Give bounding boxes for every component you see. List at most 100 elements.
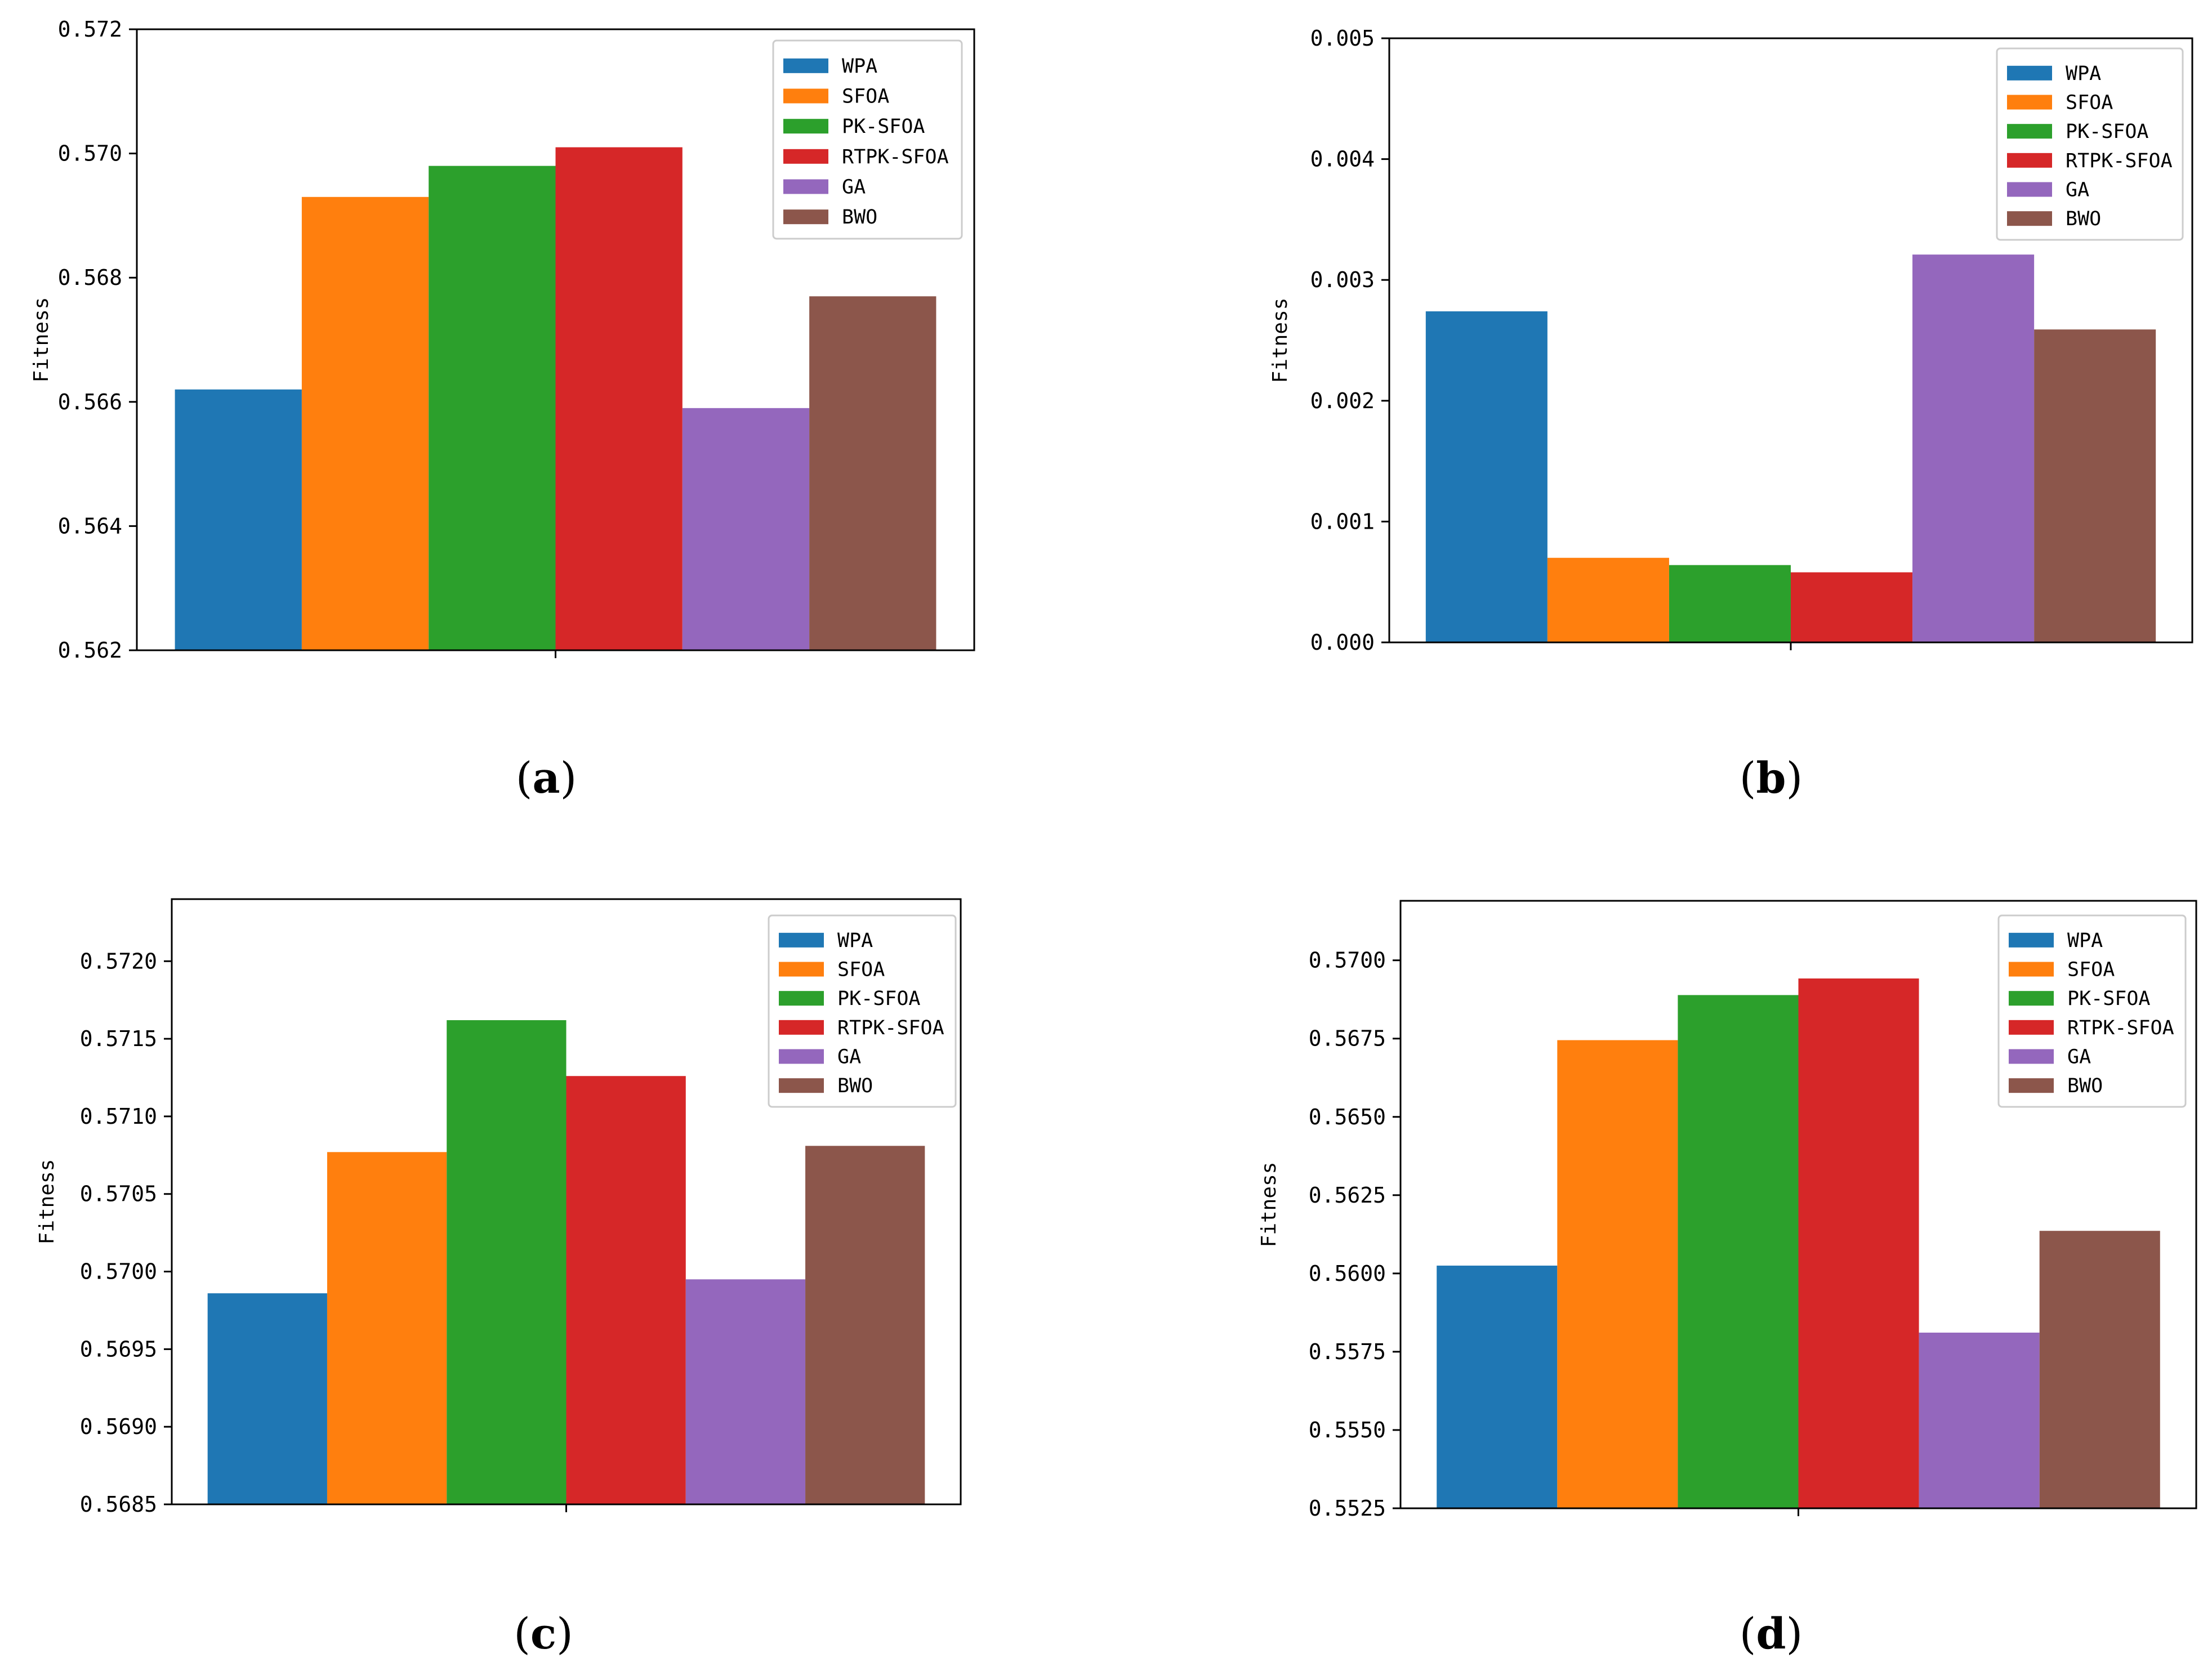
caption-close: ) bbox=[556, 1609, 573, 1659]
legend-swatch-rtpk-sfoa bbox=[783, 149, 828, 164]
chart-panel-a: 0.562 0.564 0.566 0.568 0.570 0.572 Fitness WPA… bbox=[30, 17, 975, 803]
y-tick-label: 0.003 bbox=[1310, 267, 1375, 292]
y-tick-label: 0.5575 bbox=[1309, 1339, 1386, 1364]
legend-swatch-bwo bbox=[2009, 1078, 2054, 1093]
legend-swatch-sfoa bbox=[783, 88, 828, 104]
panel-caption: (b) bbox=[1740, 753, 1803, 803]
caption-open: ( bbox=[1740, 1609, 1756, 1659]
legend-swatch-ga bbox=[2009, 1049, 2054, 1064]
legend-label: WPA bbox=[842, 55, 877, 78]
y-tick-label: 0.002 bbox=[1310, 388, 1375, 413]
y-tick-label: 0.568 bbox=[58, 265, 122, 290]
legend-swatch-pk-sfoa bbox=[2009, 991, 2054, 1006]
bar-bwo bbox=[2039, 1231, 2160, 1508]
bar-rtpk-sfoa bbox=[1798, 978, 1919, 1508]
bar-ga bbox=[1912, 254, 2035, 642]
bar-wpa bbox=[1437, 1265, 1558, 1508]
legend-label: PK-SFOA bbox=[2066, 120, 2149, 143]
bar-ga bbox=[1919, 1332, 2040, 1508]
bar-bwo bbox=[2034, 329, 2156, 642]
bar-wpa bbox=[175, 389, 302, 650]
legend-swatch-ga bbox=[779, 1049, 824, 1064]
caption-close: ) bbox=[560, 753, 577, 803]
bar-sfoa bbox=[1547, 557, 1669, 642]
caption-open: ( bbox=[514, 1609, 530, 1659]
legend: WPA SFOA PK-SFOA RTPK-SFOA GA BWO bbox=[772, 39, 963, 240]
legend-swatch-bwo bbox=[779, 1078, 824, 1093]
bar-bwo bbox=[809, 296, 936, 650]
bar-pk-sfoa bbox=[429, 166, 556, 650]
y-tick-label: 0.5600 bbox=[1309, 1261, 1386, 1286]
legend-label: BWO bbox=[2067, 1075, 2103, 1097]
legend-swatch-wpa bbox=[779, 932, 824, 948]
bar-sfoa bbox=[327, 1152, 447, 1504]
y-tick-label: 0.5720 bbox=[80, 949, 157, 973]
legend-label: SFOA bbox=[2066, 92, 2113, 114]
legend-swatch-wpa bbox=[783, 58, 828, 73]
legend-swatch-wpa bbox=[2007, 65, 2052, 81]
legend-swatch-sfoa bbox=[2009, 962, 2054, 977]
y-tick-label: 0.001 bbox=[1310, 509, 1375, 534]
y-tick-label: 0.5695 bbox=[80, 1337, 157, 1361]
y-tick-label: 0.004 bbox=[1310, 147, 1375, 172]
y-tick-label: 0.5625 bbox=[1309, 1183, 1386, 1208]
y-axis-label: Fitness bbox=[1257, 1162, 1281, 1248]
caption-letter: b bbox=[1756, 753, 1786, 803]
y-tick-label: 0.566 bbox=[58, 390, 122, 414]
legend-swatch-wpa bbox=[2009, 932, 2054, 948]
caption-letter: d bbox=[1756, 1609, 1786, 1659]
caption-letter: c bbox=[530, 1609, 556, 1659]
y-tick-label: 0.572 bbox=[58, 17, 122, 42]
caption-open: ( bbox=[1740, 753, 1756, 803]
legend-swatch-sfoa bbox=[779, 962, 824, 977]
y-axis-label: Fitness bbox=[30, 297, 53, 383]
y-tick-label: 0.5710 bbox=[80, 1104, 157, 1129]
caption-close: ) bbox=[1786, 753, 1803, 803]
legend-label: RTPK-SFOA bbox=[842, 146, 949, 168]
bar-ga bbox=[685, 1279, 806, 1504]
bar-rtpk-sfoa bbox=[566, 1076, 686, 1504]
caption-letter: a bbox=[532, 753, 560, 803]
bar-sfoa bbox=[301, 196, 429, 650]
legend-label: WPA bbox=[2067, 930, 2103, 952]
legend-swatch-rtpk-sfoa bbox=[2007, 153, 2052, 168]
legend: WPA SFOA PK-SFOA RTPK-SFOA GA BWO bbox=[768, 914, 957, 1108]
legend-swatch-sfoa bbox=[2007, 95, 2052, 110]
panel-caption: (c) bbox=[514, 1609, 573, 1659]
legend-swatch-pk-sfoa bbox=[779, 991, 824, 1006]
y-tick-label: 0.5650 bbox=[1309, 1105, 1386, 1129]
y-tick-label: 0.5550 bbox=[1309, 1418, 1386, 1442]
legend-swatch-pk-sfoa bbox=[783, 119, 828, 134]
panel-caption: (d) bbox=[1740, 1609, 1803, 1659]
bar-rtpk-sfoa bbox=[1791, 572, 1913, 642]
y-tick-label: 0.5675 bbox=[1309, 1026, 1386, 1051]
y-axis-label: Fitness bbox=[1269, 298, 1292, 383]
legend-swatch-ga bbox=[2007, 182, 2052, 197]
legend-swatch-bwo bbox=[783, 209, 828, 225]
chart-panel-c: 0.5685 0.5690 0.5695 0.5700 0.5705 0.5710 0.57… bbox=[35, 898, 962, 1659]
y-tick-label: 0.5700 bbox=[1309, 948, 1386, 973]
y-tick-label: 0.564 bbox=[58, 513, 122, 538]
legend-label: PK-SFOA bbox=[842, 115, 925, 138]
legend-label: PK-SFOA bbox=[2067, 988, 2151, 1010]
y-tick-label: 0.570 bbox=[58, 141, 122, 166]
y-tick-label: 0.5525 bbox=[1309, 1496, 1386, 1521]
y-tick-label: 0.5700 bbox=[80, 1259, 157, 1284]
caption-close: ) bbox=[1786, 1609, 1803, 1659]
legend-swatch-bwo bbox=[2007, 211, 2052, 226]
y-tick-label: 0.5685 bbox=[80, 1492, 157, 1517]
legend-label: WPA bbox=[837, 930, 873, 952]
bar-rtpk-sfoa bbox=[555, 147, 683, 650]
legend-label: RTPK-SFOA bbox=[2066, 150, 2173, 172]
y-tick-label: 0.562 bbox=[58, 638, 122, 663]
chart-panel-b: 0.000 0.001 0.002 0.003 0.004 0.005 Fitness WPA… bbox=[1269, 26, 2193, 803]
y-tick-label: 0.5705 bbox=[80, 1182, 157, 1207]
legend-swatch-rtpk-sfoa bbox=[779, 1020, 824, 1035]
legend-label: PK-SFOA bbox=[837, 988, 921, 1010]
bar-pk-sfoa bbox=[1669, 565, 1791, 642]
bar-wpa bbox=[1425, 311, 1547, 642]
y-tick-label: 0.5690 bbox=[80, 1414, 157, 1439]
bar-bwo bbox=[805, 1146, 925, 1504]
panel-caption: (a) bbox=[516, 753, 577, 803]
